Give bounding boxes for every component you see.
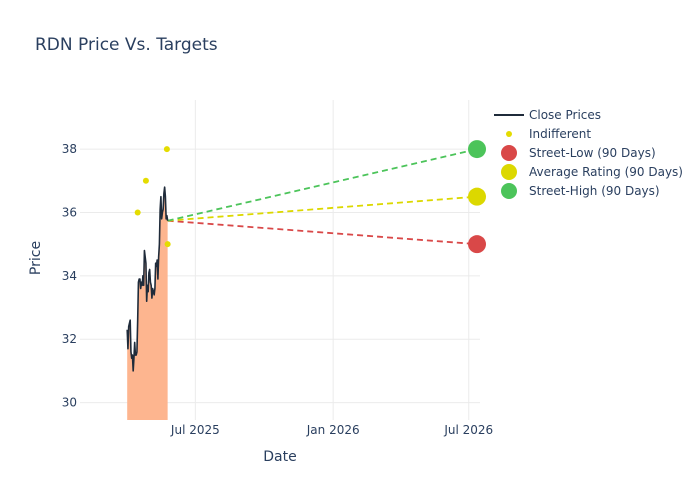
y-axis-title: Price	[28, 241, 44, 275]
legend-swatch-circle	[501, 183, 517, 199]
x-axis-title: Date	[263, 449, 296, 465]
close-price-line-group	[126, 186, 169, 372]
target-point	[468, 140, 487, 159]
target-lines	[167, 148, 478, 246]
y-tick-label: 38	[62, 142, 77, 156]
chart-title: RDN Price Vs. Targets	[35, 35, 218, 55]
legend-label: Street-High (90 Days)	[529, 184, 660, 198]
rating-points	[134, 140, 487, 254]
rating-point	[163, 146, 170, 153]
x-tick-label: Jan 2026	[306, 423, 360, 437]
legend-label: Close Prices	[529, 108, 601, 122]
close-price-line	[126, 186, 169, 372]
target-point	[468, 187, 487, 206]
target-point	[468, 235, 487, 254]
legend-swatch-dot	[506, 131, 512, 137]
y-tick-label: 34	[62, 269, 77, 283]
y-tick-label: 36	[62, 205, 77, 219]
target-line	[167, 148, 478, 222]
legend-swatch-circle	[501, 145, 517, 161]
rating-point	[134, 209, 141, 216]
y-axis-ticks: 30 32 34 36 38	[62, 142, 77, 409]
x-tick-label: Jul 2026	[443, 423, 493, 437]
rating-point	[142, 177, 149, 184]
target-line	[167, 195, 478, 222]
x-tick-label: Jul 2025	[170, 423, 220, 437]
rating-point	[164, 241, 171, 248]
y-tick-label: 30	[62, 396, 77, 410]
legend-swatch-circle	[501, 164, 517, 180]
close-price-fill	[127, 187, 168, 420]
x-axis-ticks: Jul 2025 Jan 2026 Jul 2026	[170, 423, 493, 437]
legend: Close Prices Indifferent Street-Low (90 Da…	[494, 108, 683, 199]
y-tick-label: 32	[62, 332, 77, 346]
target-line	[167, 219, 478, 246]
legend-label: Indifferent	[529, 127, 591, 141]
legend-label: Average Rating (90 Days)	[529, 165, 683, 179]
legend-label: Street-Low (90 Days)	[529, 146, 656, 160]
close-price-area	[127, 187, 168, 420]
